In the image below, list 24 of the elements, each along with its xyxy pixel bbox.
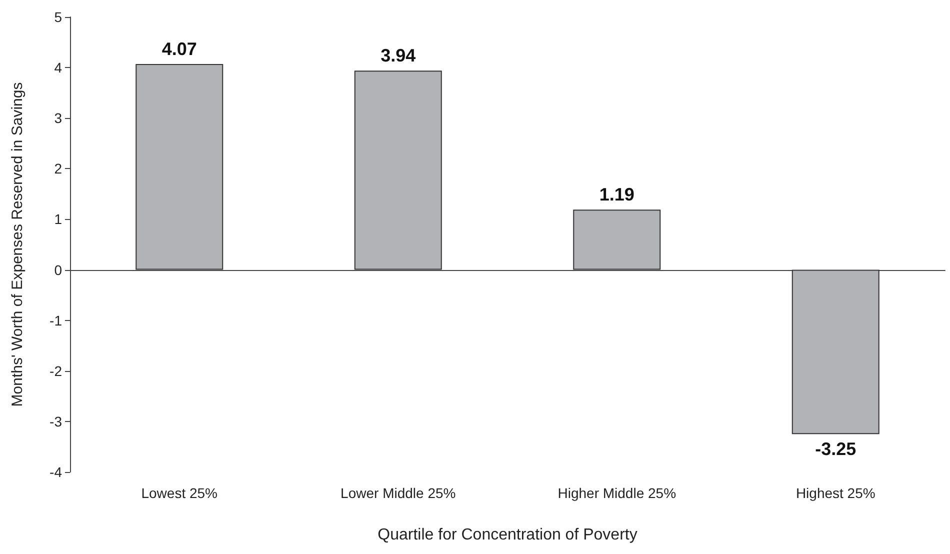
y-tick-label: -3 — [50, 413, 62, 430]
data-label: -3.25 — [815, 439, 856, 460]
y-axis-title: Months' Worth of Expenses Reserved in Savings — [9, 82, 26, 407]
bar — [354, 70, 442, 270]
y-tick-label: 2 — [54, 160, 62, 177]
y-tick-label: 5 — [54, 9, 62, 25]
data-label: 1.19 — [599, 184, 634, 205]
x-tick-label: Lowest 25% — [141, 485, 218, 501]
y-tick-label: -1 — [50, 312, 62, 328]
x-tick-label: Highest 25% — [796, 485, 876, 501]
y-tick-label: 0 — [54, 262, 62, 278]
data-label: 3.94 — [380, 46, 416, 66]
data-label: 4.07 — [162, 39, 197, 60]
x-tick-label: Lower Middle 25% — [340, 485, 456, 501]
y-tick-label: -2 — [50, 362, 62, 379]
x-tick-label: Higher Middle 25% — [558, 485, 676, 501]
y-tick-label: -4 — [50, 464, 62, 480]
bar — [136, 64, 224, 270]
bar — [573, 210, 661, 270]
y-tick-label: 1 — [54, 211, 62, 228]
x-axis-title: Quartile for Concentration of Poverty — [378, 526, 638, 544]
y-tick-label: 3 — [54, 110, 62, 126]
y-tick-label: 4 — [54, 60, 62, 76]
bar — [792, 270, 880, 434]
